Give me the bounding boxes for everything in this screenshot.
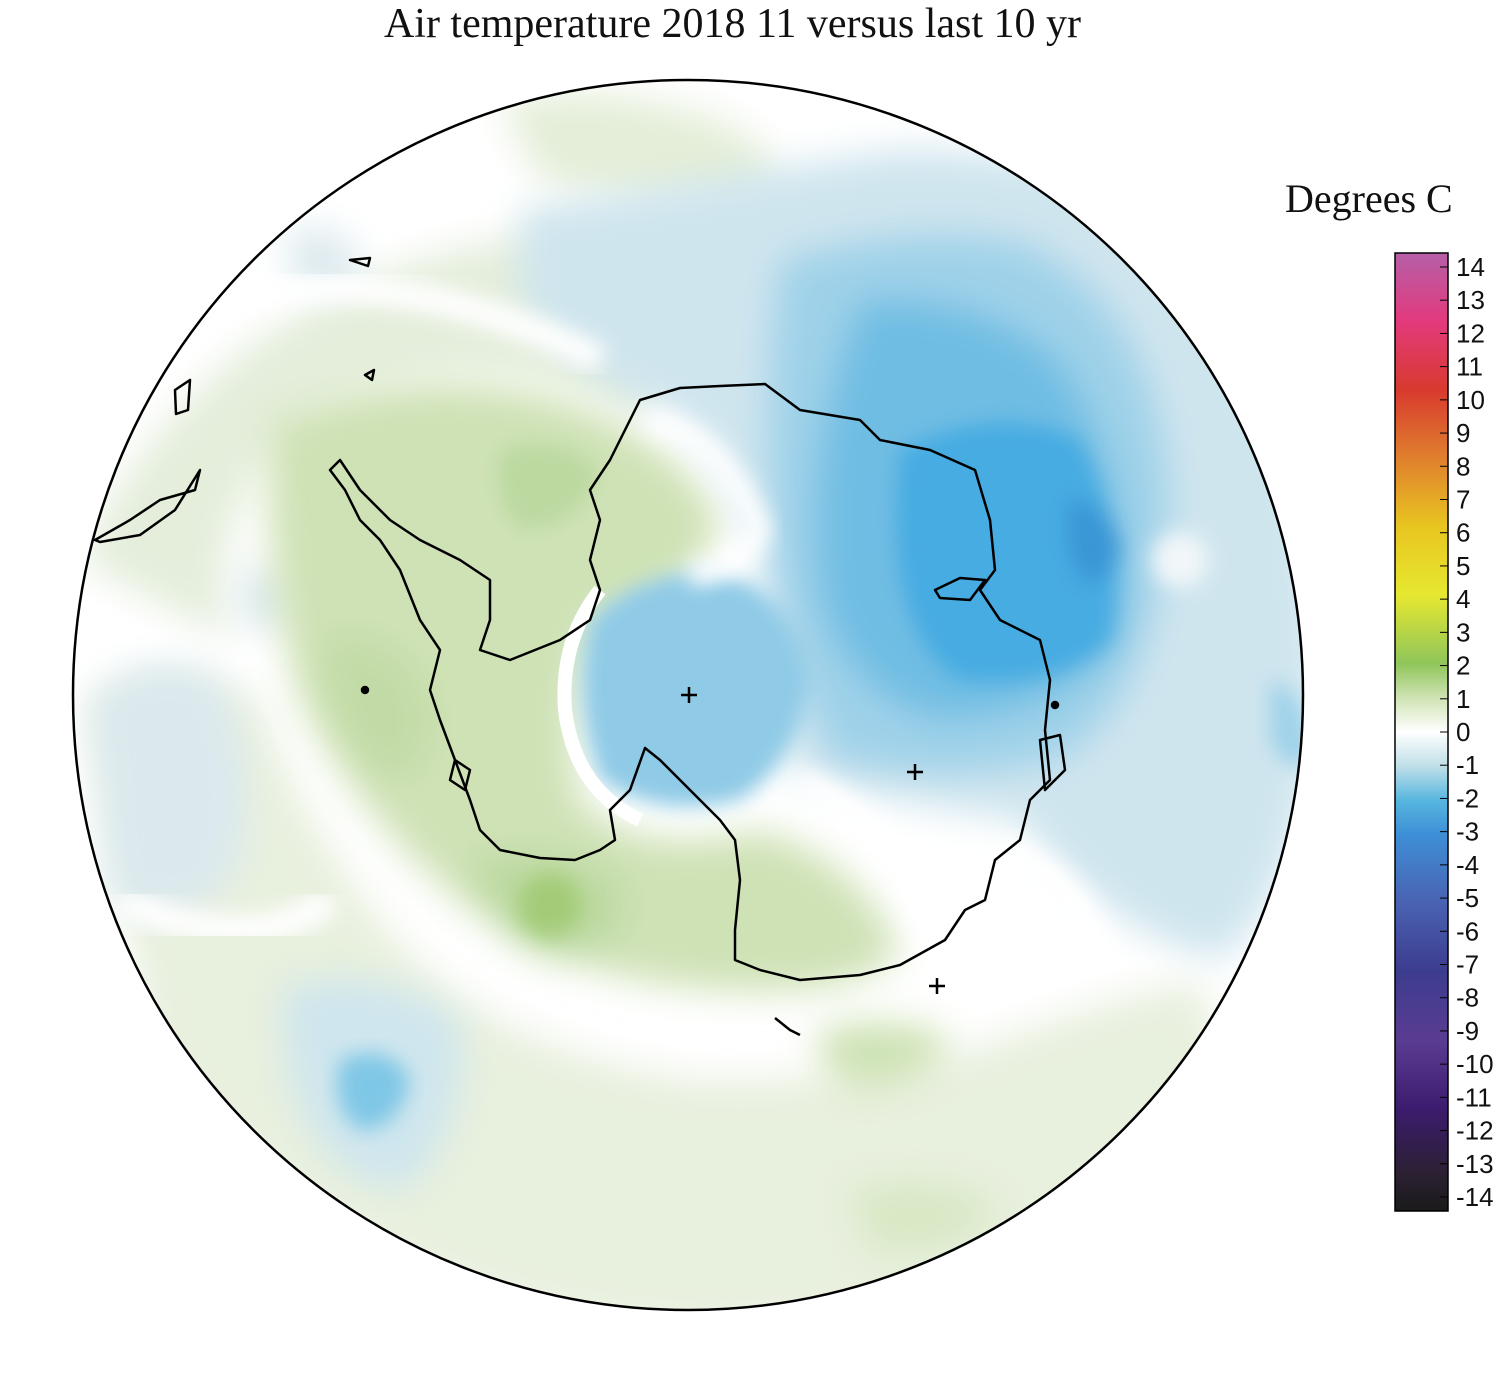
colorbar-tick-label: -14 <box>1456 1182 1494 1212</box>
colorbar-tick-label: -11 <box>1456 1082 1492 1112</box>
colorbar-tick-label: 3 <box>1456 617 1470 647</box>
colorbar-tick-label: -13 <box>1456 1149 1494 1179</box>
colorbar-tick-label: -7 <box>1456 950 1479 980</box>
map-title: Air temperature 2018 11 versus last 10 y… <box>383 1 1082 47</box>
colorbar-tick-label: 14 <box>1456 252 1485 282</box>
colorbar-tick-label: 9 <box>1456 418 1470 448</box>
colorbar-ticks: 14131211109876543210-1-2-3-4-5-6-7-8-9-1… <box>1440 252 1494 1212</box>
anomaly-field <box>73 80 1303 1310</box>
colorbar-tick-label: -2 <box>1456 783 1479 813</box>
colorbar-tick-label: -9 <box>1456 1016 1479 1046</box>
colorbar-tick-label: 13 <box>1456 285 1485 315</box>
colorbar-tick-label: 7 <box>1456 485 1470 515</box>
legend-title: Degrees C <box>1285 176 1453 221</box>
colorbar-tick-label: 8 <box>1456 451 1470 481</box>
colorbar-tick-label: -6 <box>1456 916 1479 946</box>
station-markers <box>681 687 945 994</box>
colorbar-tick-label: 11 <box>1456 352 1483 382</box>
colorbar-tick-label: 4 <box>1456 584 1470 614</box>
colorbar-tick-label: -1 <box>1456 750 1479 780</box>
colorbar-tick-label: -3 <box>1456 817 1479 847</box>
colorbar-tick-label: 5 <box>1456 551 1470 581</box>
colorbar-tick-label: -4 <box>1456 850 1479 880</box>
colorbar-tick-label: -10 <box>1456 1049 1494 1079</box>
antarctica-coastline <box>93 256 1067 1037</box>
colorbar-tick-label: -8 <box>1456 983 1479 1013</box>
colorbar-tick-label: -12 <box>1456 1116 1494 1146</box>
colorbar-tick-label: 2 <box>1456 651 1470 681</box>
colorbar-tick-label: 0 <box>1456 717 1470 747</box>
colorbar-tick-label: 12 <box>1456 318 1485 348</box>
colorbar-tick-label: 10 <box>1456 385 1485 415</box>
map-frame <box>71 78 1305 1312</box>
colorbar-tick-label: 1 <box>1456 684 1470 714</box>
colorbar-scale <box>1394 252 1449 1212</box>
colorbar-tick-label: -5 <box>1456 883 1479 913</box>
colorbar-tick-label: 6 <box>1456 518 1470 548</box>
